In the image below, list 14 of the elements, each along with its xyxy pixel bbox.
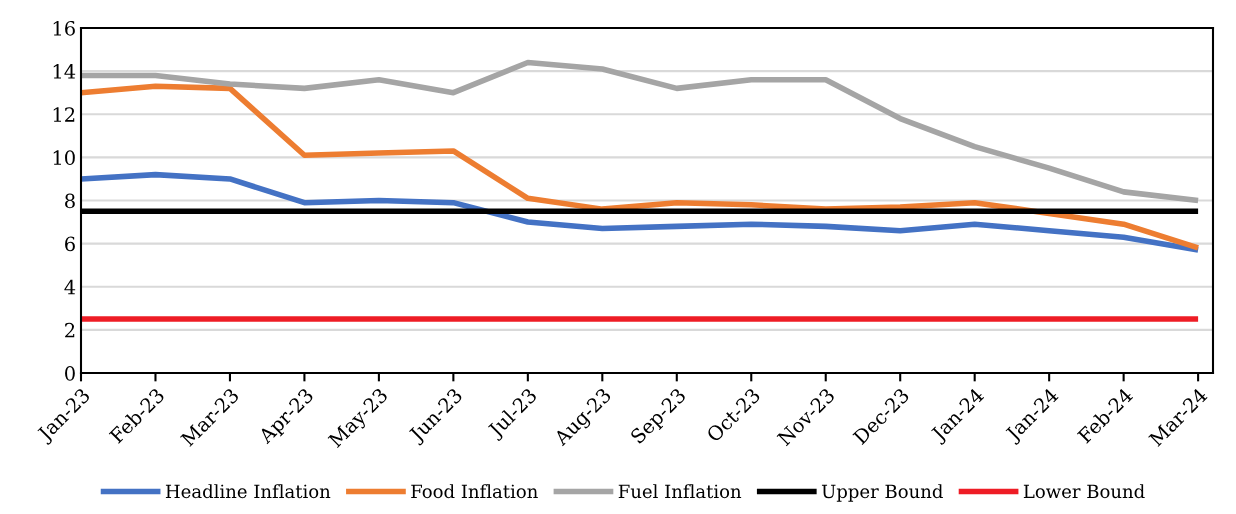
y-tick-label: 2 [65,322,75,338]
y-tick-label: 4 [64,279,76,295]
y-tick-label: 10 [53,150,75,166]
y-tick-label: 0 [65,365,75,381]
legend-label: Upper Bound [821,484,943,502]
y-tick-label: 6 [65,236,75,252]
legend-label: Lower Bound [1023,484,1145,499]
legend-label: Fuel Inflation [618,484,742,499]
y-tick-label: 8 [65,193,75,209]
legend-label: Food Inflation [411,484,538,499]
y-tick-label: 16 [53,20,75,36]
y-tick-label: 14 [53,64,76,79]
legend-label: Headline Inflation [165,484,331,499]
y-tick-label: 12 [53,107,75,122]
